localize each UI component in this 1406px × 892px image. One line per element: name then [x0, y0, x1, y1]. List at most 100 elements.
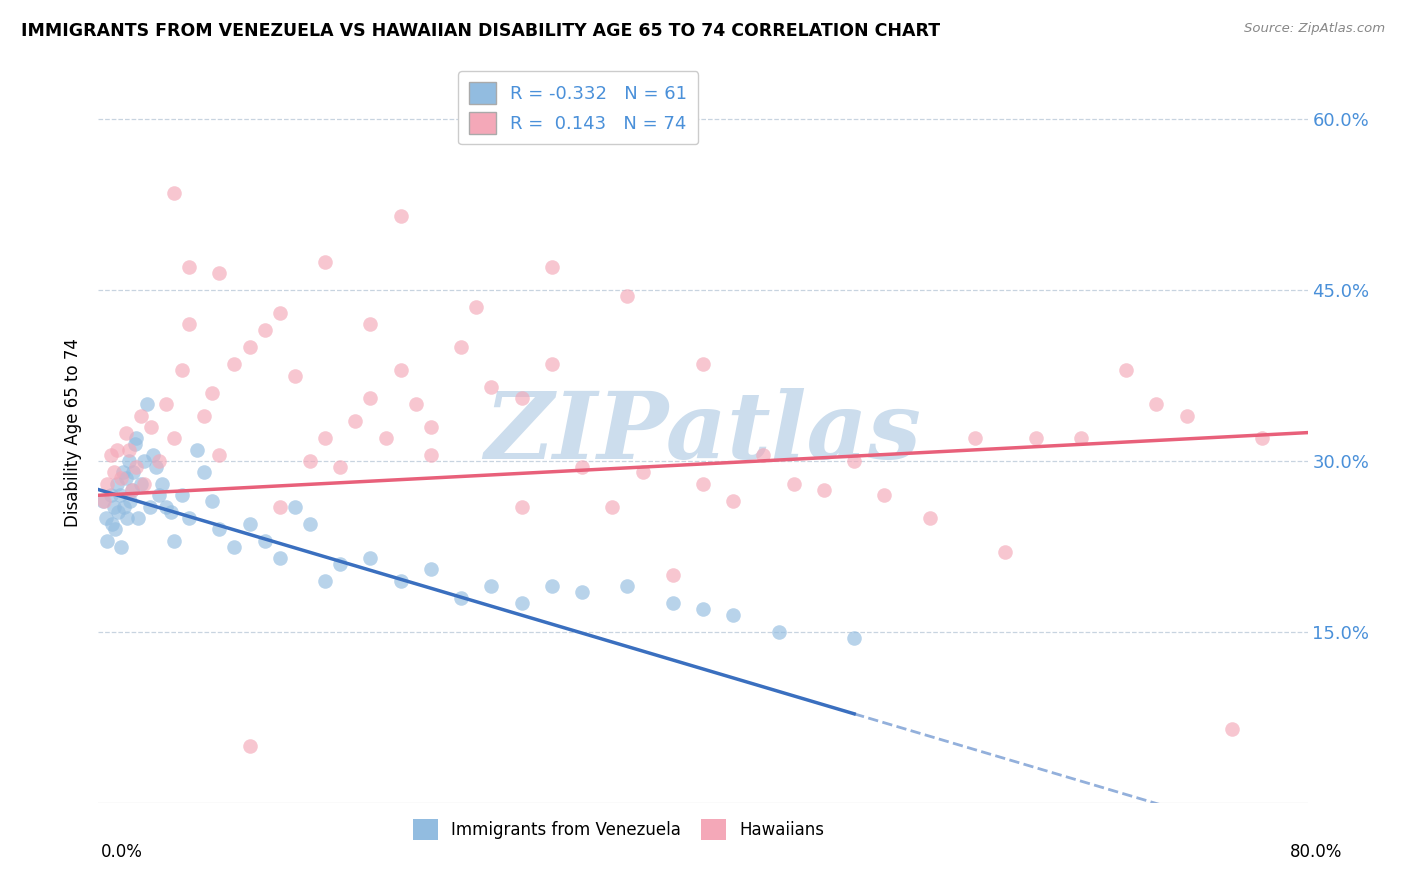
Point — [101, 516, 124, 531]
Point — [1220, 722, 1243, 736]
Point — [389, 363, 412, 377]
Point — [571, 459, 593, 474]
Point — [360, 550, 382, 565]
Point — [129, 476, 152, 491]
Point — [108, 488, 131, 502]
Point — [844, 631, 866, 645]
Point — [170, 363, 193, 377]
Point — [129, 409, 152, 423]
Point — [420, 420, 443, 434]
Point — [208, 523, 231, 537]
Point — [93, 494, 115, 508]
Legend: Immigrants from Venezuela, Hawaiians: Immigrants from Venezuela, Hawaiians — [406, 813, 831, 847]
Text: 80.0%: 80.0% — [1291, 843, 1343, 861]
Point — [253, 533, 276, 548]
Point — [118, 442, 141, 457]
Point — [208, 449, 231, 463]
Point — [1024, 431, 1046, 445]
Point — [994, 545, 1017, 559]
Point — [193, 409, 215, 423]
Point — [124, 437, 146, 451]
Point — [201, 494, 224, 508]
Point — [103, 466, 125, 480]
Point — [314, 431, 336, 445]
Point — [692, 476, 714, 491]
Point — [224, 540, 246, 554]
Point — [104, 523, 127, 537]
Point — [170, 488, 193, 502]
Point — [118, 454, 141, 468]
Point — [723, 494, 745, 508]
Point — [420, 449, 443, 463]
Point — [510, 597, 533, 611]
Point — [360, 392, 382, 406]
Point — [111, 466, 134, 480]
Point — [1175, 409, 1198, 423]
Point — [965, 431, 987, 445]
Point — [1070, 431, 1092, 445]
Point — [510, 500, 533, 514]
Point — [105, 442, 128, 457]
Point — [103, 500, 125, 514]
Point — [122, 466, 145, 480]
Point — [135, 397, 157, 411]
Point — [314, 254, 336, 268]
Point — [571, 585, 593, 599]
Point — [813, 483, 835, 497]
Point — [141, 420, 163, 434]
Point — [110, 471, 132, 485]
Point — [96, 533, 118, 548]
Point — [91, 494, 114, 508]
Text: Source: ZipAtlas.com: Source: ZipAtlas.com — [1244, 22, 1385, 36]
Point — [783, 476, 806, 491]
Point — [94, 511, 117, 525]
Point — [125, 431, 148, 445]
Point — [163, 431, 186, 445]
Point — [602, 500, 624, 514]
Point — [269, 500, 291, 514]
Point — [179, 318, 201, 332]
Point — [540, 260, 562, 275]
Point — [127, 511, 149, 525]
Point — [224, 357, 246, 371]
Point — [481, 380, 503, 394]
Point — [314, 574, 336, 588]
Point — [148, 488, 170, 502]
Point — [269, 306, 291, 320]
Point — [692, 357, 714, 371]
Point — [155, 500, 177, 514]
Point — [96, 476, 118, 491]
Point — [201, 385, 224, 400]
Point — [616, 579, 638, 593]
Point — [450, 340, 472, 354]
Point — [179, 260, 201, 275]
Point — [163, 186, 186, 201]
Point — [389, 209, 412, 223]
Point — [299, 516, 322, 531]
Point — [100, 449, 122, 463]
Point — [420, 562, 443, 576]
Point — [121, 483, 143, 497]
Point — [465, 301, 488, 315]
Point — [160, 505, 183, 519]
Point — [299, 454, 322, 468]
Point — [150, 476, 173, 491]
Point — [374, 431, 396, 445]
Point — [186, 442, 208, 457]
Point — [120, 494, 142, 508]
Point — [284, 500, 307, 514]
Point — [125, 459, 148, 474]
Point — [661, 568, 683, 582]
Point — [121, 483, 143, 497]
Point — [481, 579, 503, 593]
Text: 0.0%: 0.0% — [101, 843, 143, 861]
Point — [844, 454, 866, 468]
Point — [132, 454, 155, 468]
Point — [269, 550, 291, 565]
Point — [239, 516, 262, 531]
Point — [193, 466, 215, 480]
Point — [723, 607, 745, 622]
Point — [1251, 431, 1274, 445]
Point — [918, 511, 941, 525]
Point — [873, 488, 896, 502]
